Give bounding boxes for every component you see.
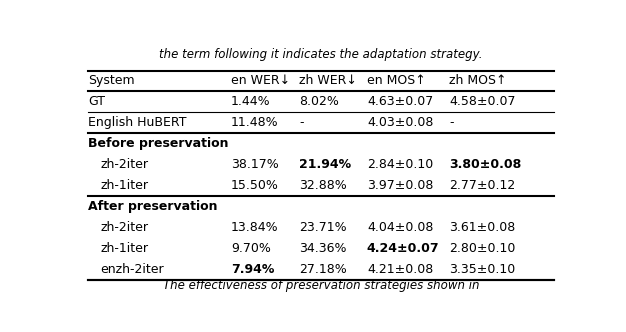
Text: 3.97±0.08: 3.97±0.08 xyxy=(367,179,433,192)
Text: zh-1iter: zh-1iter xyxy=(100,242,148,255)
Text: 38.17%: 38.17% xyxy=(231,158,279,171)
Text: 3.35±0.10: 3.35±0.10 xyxy=(449,263,516,276)
Text: 2.80±0.10: 2.80±0.10 xyxy=(449,242,516,255)
Text: zh-2iter: zh-2iter xyxy=(100,158,148,171)
Text: 27.18%: 27.18% xyxy=(299,263,347,276)
Text: 4.58±0.07: 4.58±0.07 xyxy=(449,96,516,109)
Text: 15.50%: 15.50% xyxy=(231,179,279,192)
Text: enzh-2iter: enzh-2iter xyxy=(100,263,164,276)
Text: 3.80±0.08: 3.80±0.08 xyxy=(449,158,521,171)
Text: 4.03±0.08: 4.03±0.08 xyxy=(367,117,433,129)
Text: 8.02%: 8.02% xyxy=(299,96,339,109)
Text: 2.77±0.12: 2.77±0.12 xyxy=(449,179,516,192)
Text: 3.61±0.08: 3.61±0.08 xyxy=(449,221,516,234)
Text: 7.94%: 7.94% xyxy=(231,263,274,276)
Text: 4.04±0.08: 4.04±0.08 xyxy=(367,221,433,234)
Text: 4.63±0.07: 4.63±0.07 xyxy=(367,96,433,109)
Text: 13.84%: 13.84% xyxy=(231,221,279,234)
Text: zh-1iter: zh-1iter xyxy=(100,179,148,192)
Text: GT: GT xyxy=(88,96,105,109)
Text: After preservation: After preservation xyxy=(88,200,217,213)
Text: 4.24±0.07: 4.24±0.07 xyxy=(367,242,439,255)
Text: 9.70%: 9.70% xyxy=(231,242,271,255)
Text: The effectiveness of preservation strategies shown in: The effectiveness of preservation strate… xyxy=(163,279,479,291)
Text: English HuBERT: English HuBERT xyxy=(88,117,187,129)
Text: zh-2iter: zh-2iter xyxy=(100,221,148,234)
Text: 2.84±0.10: 2.84±0.10 xyxy=(367,158,433,171)
Text: 21.94%: 21.94% xyxy=(299,158,351,171)
Text: zh WER↓: zh WER↓ xyxy=(299,74,357,88)
Text: -: - xyxy=(299,117,304,129)
Text: 23.71%: 23.71% xyxy=(299,221,347,234)
Text: 4.21±0.08: 4.21±0.08 xyxy=(367,263,433,276)
Text: Before preservation: Before preservation xyxy=(88,137,228,150)
Text: 1.44%: 1.44% xyxy=(231,96,270,109)
Text: -: - xyxy=(449,117,454,129)
Text: System: System xyxy=(88,74,135,88)
Text: en MOS↑: en MOS↑ xyxy=(367,74,426,88)
Text: the term following it indicates the adaptation strategy.: the term following it indicates the adap… xyxy=(159,47,483,60)
Text: zh MOS↑: zh MOS↑ xyxy=(449,74,507,88)
Text: 11.48%: 11.48% xyxy=(231,117,279,129)
Text: 34.36%: 34.36% xyxy=(299,242,347,255)
Text: 32.88%: 32.88% xyxy=(299,179,347,192)
Text: en WER↓: en WER↓ xyxy=(231,74,290,88)
